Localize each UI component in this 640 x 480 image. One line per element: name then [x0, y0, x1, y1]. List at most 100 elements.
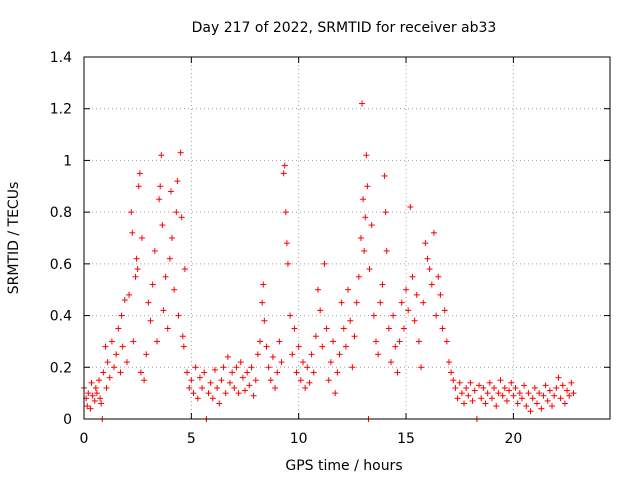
data-point — [153, 338, 160, 345]
data-point — [357, 235, 364, 241]
data-point — [222, 390, 229, 397]
data-point — [375, 351, 382, 358]
data-point — [130, 338, 137, 345]
data-point — [121, 297, 128, 304]
data-point — [564, 387, 571, 394]
data-point — [495, 390, 502, 397]
data-point — [237, 359, 244, 366]
data-point — [181, 266, 188, 273]
data-point — [420, 299, 427, 306]
data-point — [129, 229, 136, 236]
data-point — [413, 291, 420, 298]
data-point — [540, 392, 547, 399]
data-point — [123, 359, 130, 366]
data-point — [239, 374, 246, 381]
data-point — [347, 317, 354, 324]
data-point — [452, 384, 459, 391]
plot-frame — [83, 56, 611, 420]
data-point — [159, 222, 166, 229]
data-point — [224, 353, 231, 360]
data-point — [184, 369, 191, 376]
data-point — [126, 291, 133, 298]
data-point — [267, 377, 274, 384]
data-point — [568, 379, 575, 386]
data-point — [409, 273, 416, 280]
data-point — [531, 384, 538, 391]
data-point — [265, 364, 272, 371]
data-point — [332, 390, 339, 397]
data-point — [570, 390, 577, 397]
data-point — [546, 387, 553, 394]
data-point — [84, 403, 91, 410]
data-point — [415, 338, 422, 345]
data-point — [119, 343, 126, 350]
data-point — [542, 382, 549, 389]
data-point — [93, 390, 100, 397]
data-point — [465, 392, 472, 399]
data-point — [499, 392, 506, 399]
data-point — [342, 343, 349, 350]
data-point — [566, 392, 573, 399]
data-point — [226, 379, 233, 386]
data-point — [133, 255, 140, 262]
data-point — [363, 152, 370, 159]
data-point — [233, 364, 240, 371]
data-point — [304, 364, 311, 371]
data-point — [411, 317, 418, 324]
data-point — [276, 338, 283, 345]
data-point — [281, 162, 288, 169]
data-point — [196, 374, 203, 381]
data-point — [113, 351, 120, 358]
data-point — [476, 382, 483, 389]
data-point — [394, 369, 401, 376]
y-tick-label: 1.4 — [50, 50, 72, 66]
data-point — [525, 390, 532, 397]
data-point — [445, 359, 452, 366]
data-points — [81, 100, 577, 422]
data-point — [364, 183, 371, 190]
data-point — [361, 247, 368, 254]
data-point — [497, 377, 504, 384]
data-point — [561, 400, 568, 407]
data-point — [370, 312, 377, 319]
data-point — [488, 395, 495, 402]
data-point — [443, 338, 450, 345]
data-point — [118, 312, 125, 319]
data-point — [132, 273, 139, 280]
data-point — [338, 299, 345, 306]
data-point — [214, 384, 221, 391]
data-point — [272, 384, 279, 391]
data-point — [287, 312, 294, 319]
data-point — [340, 325, 347, 332]
data-point — [396, 338, 403, 345]
data-point — [156, 196, 163, 203]
data-point — [229, 369, 236, 376]
data-point — [242, 387, 249, 394]
data-point — [553, 384, 560, 391]
data-point — [282, 209, 289, 216]
data-point — [536, 390, 543, 397]
data-point — [174, 178, 181, 185]
data-point — [433, 312, 440, 319]
data-point — [381, 172, 388, 179]
data-point — [216, 400, 223, 407]
data-point — [177, 149, 184, 156]
data-point — [355, 273, 362, 280]
y-tick-label: 1 — [63, 153, 72, 169]
data-point — [312, 333, 319, 340]
data-point — [103, 384, 110, 391]
data-point — [471, 387, 478, 394]
x-tick-label: 10 — [290, 431, 308, 447]
data-point — [235, 390, 242, 397]
data-point — [400, 325, 407, 332]
data-point — [295, 343, 302, 350]
data-point — [508, 379, 515, 386]
data-point — [261, 317, 268, 324]
data-point — [482, 400, 489, 407]
data-point — [424, 255, 431, 262]
data-point — [211, 366, 218, 373]
data-point — [544, 397, 551, 404]
data-point — [506, 387, 513, 394]
data-point — [151, 247, 158, 254]
data-point — [158, 152, 165, 159]
